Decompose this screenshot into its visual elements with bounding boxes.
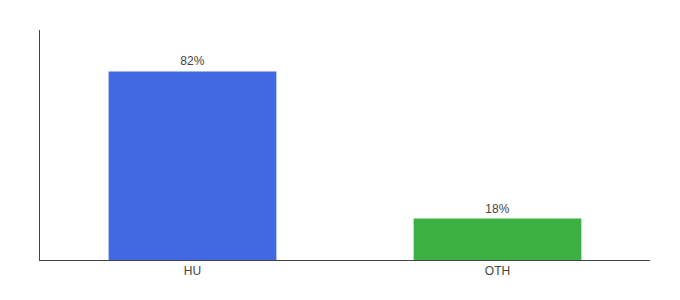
svg-text:82%: 82% xyxy=(180,54,204,68)
svg-text:HU: HU xyxy=(184,264,201,278)
svg-text:18%: 18% xyxy=(485,202,509,216)
svg-text:OTH: OTH xyxy=(485,264,510,278)
